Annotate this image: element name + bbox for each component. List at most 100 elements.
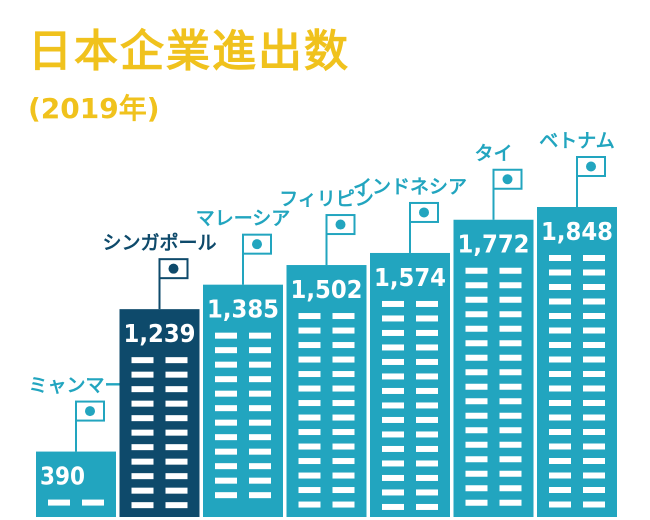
- window-6-l-5: [465, 340, 488, 347]
- window-5-l-7: [382, 402, 404, 409]
- value-label-1: 390: [40, 462, 85, 491]
- window-3-r-3: [249, 376, 271, 383]
- window-3-l-1: [215, 347, 237, 354]
- window-6-r-9: [499, 398, 522, 405]
- window-6-l-6: [465, 354, 488, 361]
- window-4-l-7: [298, 414, 321, 421]
- window-5-r-13: [416, 489, 438, 496]
- window-7-l-6: [549, 342, 571, 348]
- value-label-3: 1,385: [207, 295, 279, 324]
- window-4-r-3: [332, 356, 355, 363]
- window-4-r-13: [332, 501, 355, 508]
- chart-subtitle: (2019年): [28, 92, 160, 125]
- window-2-l-10: [131, 502, 154, 509]
- window-5-l-6: [382, 387, 404, 394]
- window-4-l-4: [298, 371, 321, 378]
- window-4-r-9: [332, 443, 355, 450]
- category-label-4: フィリピン: [279, 188, 374, 210]
- window-5-l-11: [382, 460, 404, 467]
- window-4-r-4: [332, 371, 355, 378]
- bar-1: [36, 451, 116, 517]
- window-5-l-1: [382, 315, 404, 322]
- window-7-l-7: [549, 356, 571, 363]
- window-6-l-4: [465, 325, 488, 332]
- window-6-l-3: [465, 311, 488, 318]
- window-7-r-1: [583, 269, 605, 276]
- window-3-r-0: [249, 332, 271, 339]
- window-6-l-16: [465, 499, 488, 506]
- window-5-r-4: [416, 358, 438, 365]
- window-5-l-14: [382, 503, 404, 510]
- window-3-l-8: [215, 448, 237, 455]
- window-6-r-1: [499, 282, 522, 289]
- window-6-r-4: [499, 325, 522, 332]
- window-6-r-12: [499, 441, 522, 448]
- window-3-r-5: [249, 405, 271, 412]
- window-3-l-5: [215, 405, 237, 412]
- window-7-r-14: [583, 458, 605, 464]
- window-5-r-6: [416, 387, 438, 394]
- window-4-r-10: [332, 458, 355, 465]
- window-5-l-10: [382, 445, 404, 452]
- window-2-l-0: [131, 357, 154, 364]
- window-3-l-2: [215, 361, 237, 368]
- window-3-l-6: [215, 419, 237, 426]
- value-label-2: 1,239: [124, 319, 196, 348]
- window-6-r-3: [499, 311, 522, 318]
- window-6-l-11: [465, 427, 488, 434]
- window-5-l-2: [382, 329, 404, 336]
- window-4-l-2: [298, 342, 321, 349]
- window-7-r-3: [583, 298, 605, 305]
- window-5-r-11: [416, 460, 438, 467]
- window-6-l-7: [465, 369, 488, 376]
- window-5-r-7: [416, 402, 438, 409]
- window-4-r-5: [332, 385, 355, 392]
- window-7-l-13: [549, 443, 571, 450]
- window-7-r-10: [583, 400, 605, 406]
- window-7-l-17: [549, 501, 571, 508]
- value-label-4: 1,502: [291, 275, 363, 304]
- bar-5: [370, 252, 450, 517]
- window-3-r-10: [249, 477, 271, 484]
- window-2-r-4: [165, 415, 188, 422]
- window-5-r-1: [416, 315, 438, 322]
- window-3-l-4: [215, 390, 237, 397]
- window-4-r-1: [332, 327, 355, 334]
- category-label-3: マレーシア: [196, 208, 291, 230]
- window-6-r-7: [499, 369, 522, 376]
- window-3-l-7: [215, 434, 237, 441]
- window-7-l-1: [549, 269, 571, 276]
- value-label-5: 1,574: [374, 263, 446, 292]
- window-4-l-5: [298, 385, 321, 392]
- window-5-r-9: [416, 431, 438, 438]
- window-5-r-14: [416, 503, 438, 510]
- window-7-r-12: [583, 429, 605, 435]
- window-3-l-11: [215, 492, 237, 499]
- window-7-r-9: [583, 385, 605, 392]
- window-4-l-6: [298, 400, 321, 407]
- window-5-r-8: [416, 416, 438, 423]
- category-label-6: タイ: [474, 143, 512, 165]
- window-3-r-6: [249, 419, 271, 426]
- bar-2: [119, 309, 200, 517]
- window-7-l-12: [549, 429, 571, 435]
- window-4-l-3: [298, 356, 321, 363]
- window-3-r-2: [249, 361, 271, 368]
- window-3-l-3: [215, 376, 237, 383]
- window-4-l-11: [298, 472, 321, 479]
- window-4-r-12: [332, 487, 355, 494]
- window-2-l-5: [131, 429, 154, 436]
- window-5-r-10: [416, 445, 438, 452]
- window-2-r-6: [165, 444, 188, 451]
- window-1-l-0: [48, 499, 70, 506]
- window-4-l-0: [298, 313, 321, 320]
- window-6-r-5: [499, 340, 522, 347]
- flag-dot-3: [252, 239, 262, 250]
- flag-dot-4: [335, 219, 346, 230]
- window-7-l-3: [549, 298, 571, 305]
- window-6-l-15: [465, 485, 488, 492]
- window-5-l-5: [382, 373, 404, 380]
- window-2-l-2: [131, 386, 154, 393]
- window-6-r-14: [499, 470, 522, 477]
